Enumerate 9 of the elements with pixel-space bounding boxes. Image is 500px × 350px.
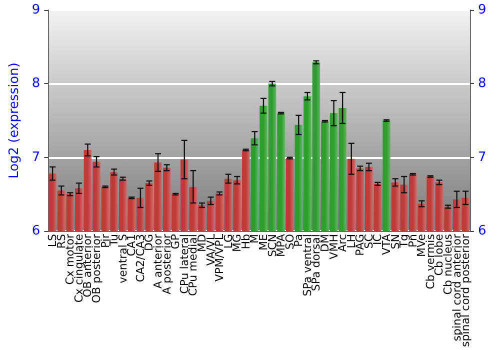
y2-tick-label: 9 xyxy=(478,2,486,18)
y2-tick-label: 7 xyxy=(478,150,486,165)
y-tick-label: 7 xyxy=(32,150,40,165)
y2-tick-label: 8 xyxy=(478,76,486,92)
y-tick-label: 9 xyxy=(32,2,40,18)
y2-tick-label: 6 xyxy=(478,224,486,239)
y-tick-label: 8 xyxy=(32,76,40,92)
y-axis-title: Log2 (expression) xyxy=(7,62,22,178)
y-tick-label: 6 xyxy=(32,224,40,239)
